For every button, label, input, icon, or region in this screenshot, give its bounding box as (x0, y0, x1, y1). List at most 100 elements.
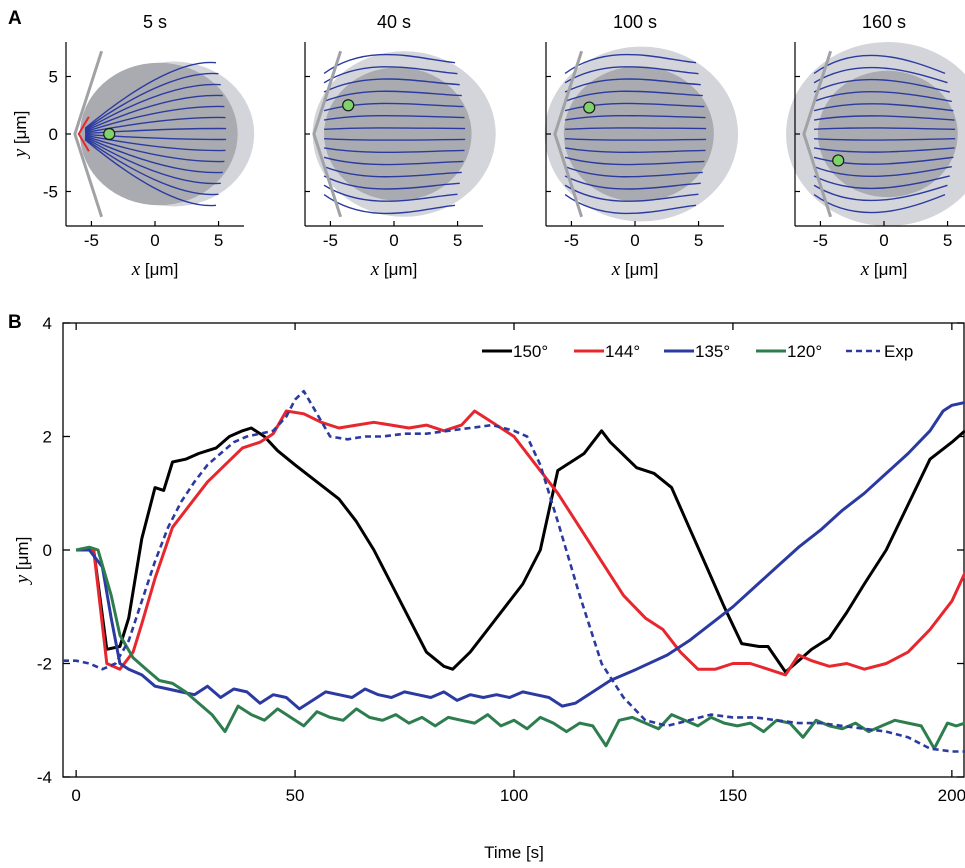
fiber-line (84, 105, 225, 133)
snapshot-0: -5 0 5 5 0 -5 5 s x [μm] y [μm] (10, 12, 255, 280)
fiber-line (813, 78, 950, 93)
fiber-line (564, 156, 705, 166)
spindle-region (563, 66, 714, 202)
x-axis-label: x [μm] (131, 259, 179, 280)
fiber-line (564, 194, 697, 215)
snapshot-title: 100 s (613, 12, 657, 32)
y-tick-label: 0 (49, 125, 58, 144)
x-tick-label: 0 (150, 231, 159, 250)
snapshot-title: 5 s (143, 12, 167, 32)
fiber-line (84, 136, 223, 174)
fiber-line (323, 184, 458, 202)
fiber-line (84, 116, 226, 134)
fiber-line (813, 193, 946, 214)
centrosome-marker (342, 99, 355, 112)
cortex-wall (553, 50, 584, 218)
x-axis-label: x [μm] (370, 259, 418, 280)
fiber-line (324, 127, 466, 131)
fiber-line (564, 78, 701, 93)
x-axis-label: x [μm] (611, 259, 659, 280)
fiber-line (85, 127, 227, 135)
fiber-line (565, 137, 707, 141)
x-tick-label: 5 (943, 231, 952, 250)
centrosome-marker (832, 154, 845, 167)
fiber-line (323, 114, 465, 121)
panel-a: -5 0 5 5 0 -5 5 s x [μm] y [μm] -5 0 5 40 s x [μm] -5 0… (10, 12, 965, 280)
fiber-line (813, 165, 952, 178)
fiber-line (813, 184, 948, 202)
snapshot-title: 40 s (377, 12, 411, 32)
legend-label: 150° (513, 342, 548, 361)
x-tick-label: 100 (500, 786, 528, 805)
fiber-line (84, 137, 221, 185)
y-tick-label: -4 (37, 768, 52, 787)
series-line-3 (75, 545, 965, 751)
fiber-line (323, 66, 458, 84)
fiber-line (814, 137, 956, 141)
fiber-line (813, 103, 954, 112)
legend-label: 135° (695, 342, 730, 361)
fiber-line (564, 165, 703, 178)
fiber-line (564, 147, 706, 154)
fiber-line (564, 53, 697, 74)
fiber-line (813, 90, 952, 103)
fiber-line (323, 156, 464, 166)
fiber-line (813, 147, 955, 153)
fiber-line (84, 135, 225, 163)
cortex-wall (73, 50, 104, 218)
y-tick-label: 2 (43, 428, 52, 447)
series-line-0 (76, 426, 965, 674)
fiber-line (813, 115, 955, 121)
x-tick-label: 5 (694, 231, 703, 250)
fiber-line (814, 127, 956, 131)
x-tick-label: 50 (286, 786, 305, 805)
centrosome-marker (583, 101, 596, 114)
spindle-region (817, 70, 958, 198)
panel-label-b: B (8, 312, 22, 333)
y-tick-label: 4 (43, 314, 52, 333)
fiber-line (564, 114, 706, 121)
snapshot-title: 160 s (862, 12, 906, 32)
legend-label: 120° (787, 342, 822, 361)
x-tick-label: 150 (719, 786, 747, 805)
x-tick-label: 200 (938, 786, 965, 805)
y-tick-label: -2 (37, 655, 52, 674)
snapshot-2: -5 0 5 100 s x [μm] (544, 12, 738, 280)
fiber-line (84, 139, 217, 207)
fiber-line (323, 175, 460, 190)
x-tick-label: -5 (84, 231, 99, 250)
x-axis-label: Time [s] (484, 843, 544, 862)
cortex-wall (802, 50, 833, 218)
panel-label-a: A (8, 8, 22, 29)
x-tick-label: -5 (323, 231, 338, 250)
fiber-line (565, 127, 707, 131)
fiber-line (323, 147, 465, 154)
centrosome-marker (103, 127, 116, 141)
y-axis-label: y [μm] (12, 537, 33, 586)
fiber-line (84, 61, 217, 129)
x-tick-label: 0 (389, 231, 398, 250)
y-tick-label: 0 (43, 541, 52, 560)
fiber-line (323, 78, 460, 93)
panel-b: 0 50 100 150 200 4 2 0 -2 -4 Time [s] y [μm] 150° 144… (12, 314, 965, 862)
fiber-line (564, 90, 703, 103)
fiber-line (323, 90, 462, 103)
x-tick-label: 5 (214, 231, 223, 250)
fiber-line (323, 53, 456, 74)
x-tick-label: 5 (453, 231, 462, 250)
fiber-line (323, 194, 456, 215)
legend-label: Exp (884, 342, 913, 361)
fiber-line (84, 138, 219, 196)
y-tick-label: -5 (43, 183, 58, 202)
series-line-4 (63, 389, 965, 753)
fiber-line (323, 102, 464, 112)
x-tick-label: 0 (879, 231, 888, 250)
series-line-1 (76, 409, 965, 677)
spindle-region (79, 62, 238, 206)
fiber-line (323, 165, 462, 178)
fiber-line (84, 72, 219, 130)
fiber-line (84, 134, 226, 152)
fiber-line (324, 137, 466, 141)
fiber-line (564, 66, 699, 84)
